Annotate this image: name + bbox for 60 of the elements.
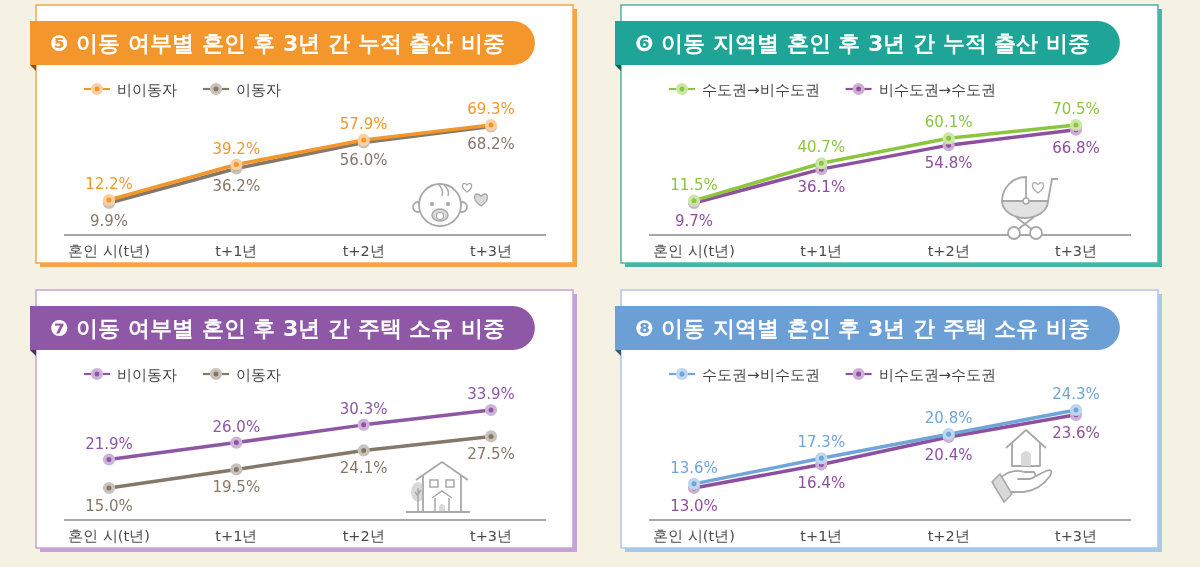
data-label: 24.1% [339, 459, 388, 478]
x-tick-label: t+1년 [215, 528, 258, 544]
data-label: 19.5% [212, 478, 261, 497]
legend-label: 비이동자 [117, 80, 177, 99]
legend-label: 이동자 [236, 80, 281, 99]
data-label: 27.5% [467, 445, 515, 464]
legend-label: 비수도권→수도권 [878, 365, 997, 384]
legend-label: 비이동자 [117, 365, 177, 384]
x-tick-label: t+3년 [469, 528, 513, 544]
data-label: 15.0% [85, 497, 133, 515]
data-label: 13.0% [670, 497, 718, 515]
data-label: 21.9% [85, 434, 133, 453]
x-tick-label: t+2년 [927, 243, 970, 259]
data-label: 12.2% [85, 174, 133, 193]
data-label: 24.3% [1052, 385, 1100, 403]
data-label: 9.9% [89, 212, 129, 230]
x-tick-label: t+2년 [342, 243, 385, 259]
data-label: 70.5% [1052, 100, 1100, 118]
x-tick-label: t+1년 [800, 243, 843, 259]
x-tick-label: t+3년 [1054, 528, 1098, 544]
data-label: 33.9% [467, 385, 515, 403]
chart-title: ❻ 이동 지역별 혼인 후 3년 간 누적 출산 비중 [635, 31, 1090, 56]
data-label: 57.9% [339, 114, 388, 133]
data-label: 20.8% [924, 409, 973, 428]
data-label: 39.2% [212, 139, 261, 158]
data-label: 69.3% [467, 100, 515, 118]
x-tick-label: t+2년 [342, 528, 385, 544]
data-label: 36.2% [212, 177, 261, 196]
data-label: 56.0% [339, 151, 388, 170]
data-label: 26.0% [212, 417, 261, 436]
legend-label: 이동자 [236, 365, 281, 384]
data-label: 17.3% [797, 433, 846, 452]
data-label: 40.7% [797, 138, 846, 157]
legend-label: 수도권→비수도권 [702, 365, 820, 384]
data-label: 66.8% [1052, 138, 1100, 157]
x-tick-label: t+3년 [1054, 243, 1098, 259]
x-tick-label: 혼인 시(t년) [653, 243, 735, 259]
x-tick-label: 혼인 시(t년) [653, 528, 735, 544]
x-tick-label: t+1년 [215, 243, 258, 259]
data-label: 54.8% [924, 154, 973, 173]
data-label: 30.3% [339, 399, 388, 418]
chart-title: ❺ 이동 여부별 혼인 후 3년 간 누적 출산 비중 [50, 31, 505, 56]
x-tick-label: t+2년 [927, 528, 970, 544]
legend-label: 수도권→비수도권 [702, 80, 820, 99]
data-label: 13.6% [670, 458, 718, 477]
chart-title: ❼ 이동 여부별 혼인 후 3년 간 주택 소유 비중 [50, 316, 505, 341]
legend-label: 비수도권→수도권 [878, 80, 997, 99]
data-label: 9.7% [674, 212, 714, 230]
x-tick-label: 혼인 시(t년) [68, 243, 150, 259]
data-label: 11.5% [670, 175, 718, 194]
data-label: 68.2% [467, 135, 515, 154]
data-label: 20.4% [924, 445, 973, 464]
x-tick-label: t+3년 [469, 243, 513, 259]
data-label: 60.1% [924, 113, 973, 132]
x-tick-label: t+1년 [800, 528, 843, 544]
data-label: 23.6% [1052, 423, 1100, 442]
data-label: 36.1% [797, 178, 846, 197]
x-tick-label: 혼인 시(t년) [68, 528, 150, 544]
chart-title: ❽ 이동 지역별 혼인 후 3년 간 주택 소유 비중 [635, 316, 1090, 341]
data-label: 16.4% [797, 473, 846, 492]
